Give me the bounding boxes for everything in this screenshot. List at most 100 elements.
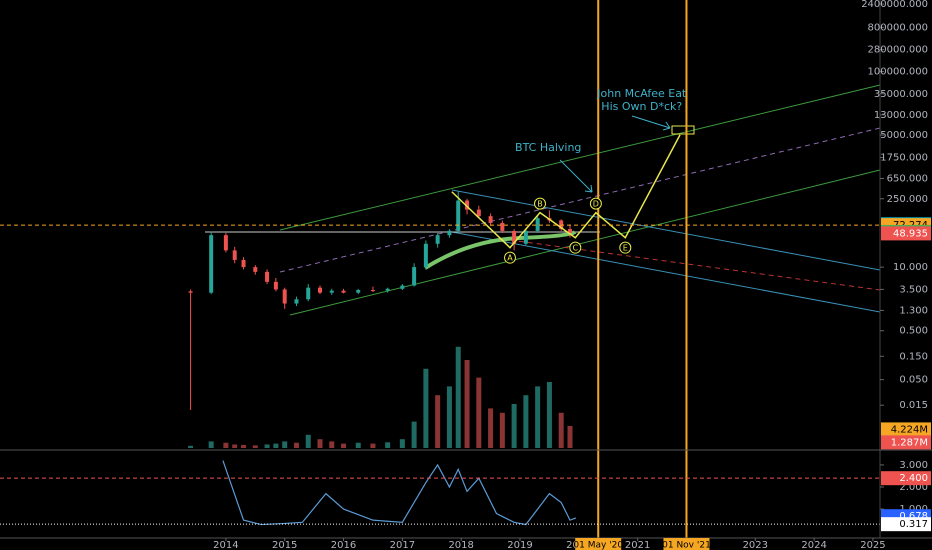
candle-body — [282, 289, 287, 304]
price-axis — [880, 0, 932, 550]
x-tick-label: 2021 — [625, 540, 650, 550]
volume-bar — [455, 346, 461, 448]
candle-body — [241, 259, 246, 268]
y-tick-label: 35000.000 — [874, 89, 928, 100]
y-tick-label: 250.000 — [887, 194, 928, 205]
volume-bar — [273, 443, 279, 448]
pattern-label: C — [572, 244, 578, 253]
y-tick-label: 650.000 — [887, 173, 928, 184]
price-badge — [881, 471, 931, 486]
y-tick-label: 280000.000 — [868, 45, 928, 56]
volume-bar — [341, 443, 347, 448]
volume-bar — [546, 382, 552, 448]
price-badge — [881, 226, 931, 241]
price-badge — [881, 435, 931, 450]
volume-bar — [411, 421, 417, 448]
y-tick-label: 13000.000 — [874, 110, 928, 121]
candle-body — [370, 290, 375, 292]
volume-bar — [355, 442, 361, 448]
price-badge-label: 2.400 — [899, 473, 928, 484]
pattern-point — [589, 197, 602, 210]
y-tick-label: 0.050 — [899, 375, 928, 386]
candle-body — [535, 218, 540, 231]
volume-bar — [488, 408, 494, 448]
pattern-point — [569, 241, 582, 254]
y-tick-label: 0.015 — [899, 400, 928, 411]
candle-body — [423, 243, 428, 268]
annotation: His Own D*ck? — [601, 100, 682, 113]
candle-body — [523, 230, 528, 244]
pattern-label: D — [593, 200, 599, 209]
trend-line — [451, 231, 881, 313]
x-tick-label: 2018 — [448, 540, 473, 550]
y-tick-label: 0.150 — [899, 351, 928, 362]
volume-bar — [423, 368, 429, 448]
date-badge-label: 01 Nov '21 — [662, 541, 711, 550]
x-tick-label: 2017 — [390, 540, 415, 550]
y-tick-label: 800000.000 — [868, 22, 928, 33]
candle-body — [456, 200, 461, 231]
annotation: John McAfee Eat — [596, 87, 687, 100]
price-badge-label: 48.935 — [893, 228, 928, 239]
channel-mid — [279, 127, 881, 273]
price-badge-label: 0.678 — [899, 511, 928, 522]
candle-body — [447, 230, 452, 236]
date-badge — [663, 538, 710, 550]
arrow — [559, 159, 593, 193]
y-tick-label: 2.000 — [899, 482, 928, 493]
arrow-head — [584, 184, 593, 193]
pattern-label: E — [623, 244, 628, 253]
candle-body — [253, 267, 258, 272]
candle-body — [356, 290, 361, 293]
candle-body — [500, 222, 505, 231]
candle-body — [568, 229, 572, 233]
y-tick-label: 0.500 — [899, 326, 928, 337]
candle-body — [329, 290, 334, 293]
pattern-label: B — [537, 200, 543, 209]
volume-bar — [305, 434, 311, 448]
y-tick-label: 10.000 — [893, 262, 928, 273]
volume-bar — [464, 360, 470, 448]
pattern-line — [451, 134, 681, 249]
pattern-point — [504, 251, 516, 264]
date-badge-label: 01 May '20 — [573, 541, 623, 550]
arrow — [631, 115, 671, 129]
y-tick-label: 100000.000 — [868, 67, 928, 78]
channel-line — [279, 84, 881, 231]
candle-body — [306, 287, 311, 300]
pattern-point — [534, 197, 546, 210]
volume-bar — [476, 377, 482, 448]
candle-body — [412, 267, 417, 286]
volume-bar — [511, 404, 517, 448]
target-box — [671, 125, 695, 135]
y-tick-label: 3.500 — [899, 284, 928, 295]
annotation: BTC Halving — [515, 141, 581, 154]
volume-bar — [499, 412, 505, 448]
x-tick-label: 2025 — [860, 540, 885, 550]
volume-bar — [282, 441, 288, 448]
x-tick-label: 2016 — [331, 540, 356, 550]
volume-bar — [241, 444, 247, 448]
candle-body — [341, 290, 346, 293]
volume-bar — [523, 395, 529, 448]
volume-bar — [435, 395, 441, 448]
candle-body — [465, 200, 470, 210]
volume-bar — [188, 445, 194, 448]
channel-line — [289, 169, 881, 316]
candle-body — [435, 235, 440, 244]
y-tick-label: 3.000 — [899, 460, 928, 471]
x-tick-label: 2023 — [743, 540, 768, 550]
price-badge — [881, 422, 931, 437]
arrow-head — [662, 121, 671, 131]
y-tick-label: 1750.000 — [880, 152, 928, 163]
candle-body — [318, 287, 322, 293]
volume-bar — [329, 441, 335, 448]
volume-bar — [317, 439, 323, 448]
volume-bar — [535, 386, 541, 448]
candle-body — [223, 235, 228, 251]
axes: 2400000.000 800000.000 280000.000 100000.00… — [213, 0, 931, 550]
